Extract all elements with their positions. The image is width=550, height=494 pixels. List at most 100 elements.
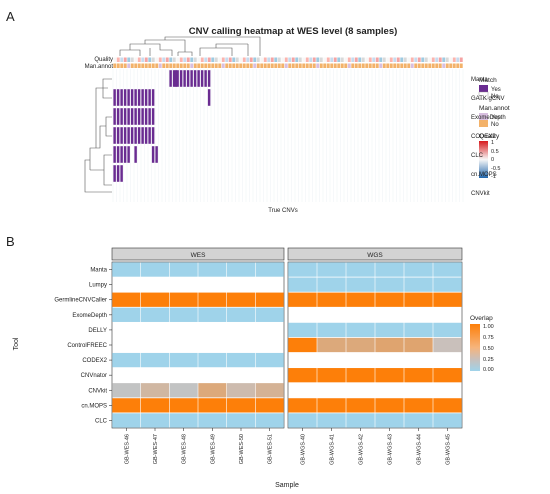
panel-a-heatmap: Manta GATK gCNV ExomeDepth CODEX2 CLC cn.MOPS…	[84, 36, 506, 202]
manannot-cell	[417, 63, 421, 68]
row-label-manta: Manta	[471, 77, 488, 83]
cell-wes-manta	[140, 262, 170, 277]
quality-cell	[162, 57, 166, 62]
cell-wgs-delly	[317, 322, 346, 338]
y-tick-label-germlinecnvcaller: GermlineCNVCaller	[54, 298, 107, 304]
manannot-cell	[253, 63, 257, 68]
quality-cell	[228, 57, 232, 62]
legend-quality-title: Quality	[479, 133, 500, 140]
y-tick-label-clc: CLC	[95, 418, 108, 424]
match-cell-gatk-gcnv	[116, 89, 120, 106]
manannot-cell	[309, 63, 313, 68]
manannot-cell	[242, 63, 246, 68]
manannot-cell	[288, 63, 292, 68]
cell-wgs-cn-mops	[375, 398, 404, 413]
manannot-cell	[368, 63, 372, 68]
cell-wgs-germlinecnvcaller	[375, 292, 404, 307]
quality-cell	[414, 57, 418, 62]
cell-wgs-delly	[404, 322, 433, 338]
cell-wgs-clc	[433, 413, 462, 428]
manannot-cell	[344, 63, 348, 68]
legend-manannot-yes-swatch	[479, 113, 488, 120]
cell-wgs-manta	[404, 262, 433, 277]
cell-wes-codex2	[112, 352, 141, 368]
manannot-cell	[127, 63, 131, 68]
dendro-right-branch	[164, 36, 261, 56]
quality-cell	[333, 57, 337, 62]
quality-cell	[431, 57, 435, 62]
quality-cell	[141, 57, 145, 62]
quality-cell	[365, 57, 369, 62]
manannot-cell	[137, 63, 141, 68]
quality-cell	[442, 57, 446, 62]
match-cell-manta	[176, 70, 179, 87]
manannot-cell	[445, 63, 449, 68]
quality-cell	[277, 57, 281, 62]
cell-wgs-cnvnator	[288, 368, 317, 383]
manannot-cell	[421, 63, 425, 68]
cell-wes-germlinecnvcaller	[140, 292, 170, 307]
quality-cell	[410, 57, 414, 62]
cell-wes-exomedepth	[140, 307, 170, 322]
cell-wes-exomedepth	[255, 307, 284, 322]
cell-wes-clc	[198, 413, 227, 428]
quality-cell	[218, 57, 222, 62]
quality-cell	[326, 57, 330, 62]
cell-wes-cnvkit	[140, 383, 170, 398]
quality-cell	[344, 57, 348, 62]
cell-wgs-delly	[375, 322, 404, 338]
x-tick-label-gb-wes-51: GB-WES-51	[268, 434, 274, 464]
cell-wes-exomedepth	[226, 307, 256, 322]
quality-cell	[382, 57, 386, 62]
manannot-cell	[407, 63, 411, 68]
manannot-cell	[326, 63, 330, 68]
quality-cell	[438, 57, 442, 62]
match-cell-manta	[172, 70, 176, 87]
quality-cell	[148, 57, 152, 62]
quality-cell	[144, 57, 148, 62]
y-tick-label-cn-mops: cn.MOPS	[81, 403, 107, 409]
cell-wes-codex2	[169, 352, 198, 368]
quality-cell	[120, 57, 124, 62]
facet-strip-wgs	[287, 247, 463, 261]
match-cell-codex2	[148, 127, 151, 144]
quality-cell	[214, 57, 218, 62]
quality-cell	[309, 57, 313, 62]
manannot-cell	[218, 63, 222, 68]
row-label-codex2: CODEX2	[471, 134, 496, 140]
legend-overlap-tick-1-00: 1.00	[483, 324, 494, 330]
match-cell-clc	[116, 146, 120, 163]
manannot-cell	[414, 63, 418, 68]
match-cell-exomedepth	[116, 108, 120, 125]
manannot-cell	[239, 63, 243, 68]
manannot-cell	[295, 63, 299, 68]
match-cell-codex2	[130, 127, 134, 144]
manannot-cell	[452, 63, 456, 68]
cell-wgs-cn-mops	[346, 398, 375, 413]
legend-manannot-no-swatch	[479, 120, 488, 127]
manannot-cell	[151, 63, 155, 68]
quality-cell	[400, 57, 404, 62]
manannot-cell	[442, 63, 446, 68]
manannot-cell	[193, 63, 197, 68]
y-tick-label-codex2: CODEX2	[82, 358, 107, 364]
quality-cell	[403, 57, 407, 62]
quality-cell	[260, 57, 264, 62]
match-cell-exomedepth	[130, 108, 134, 125]
quality-cell	[452, 57, 456, 62]
quality-cell	[151, 57, 155, 62]
row-label-cnvkit: CNVkit	[471, 191, 490, 197]
manannot-cell	[162, 63, 166, 68]
match-cell-manta	[204, 70, 207, 87]
cell-wgs-delly	[346, 322, 375, 338]
manannot-cell	[172, 63, 176, 68]
manannot-cell	[277, 63, 281, 68]
manannot-cell	[312, 63, 316, 68]
quality-cell	[176, 57, 180, 62]
cell-wes-cnvkit	[255, 383, 284, 398]
y-tick-label-exomedepth: ExomeDepth	[72, 313, 107, 319]
facet-panel-wgs	[287, 261, 463, 429]
cell-wgs-controlfreec	[346, 337, 375, 353]
quality-cell	[179, 57, 183, 62]
